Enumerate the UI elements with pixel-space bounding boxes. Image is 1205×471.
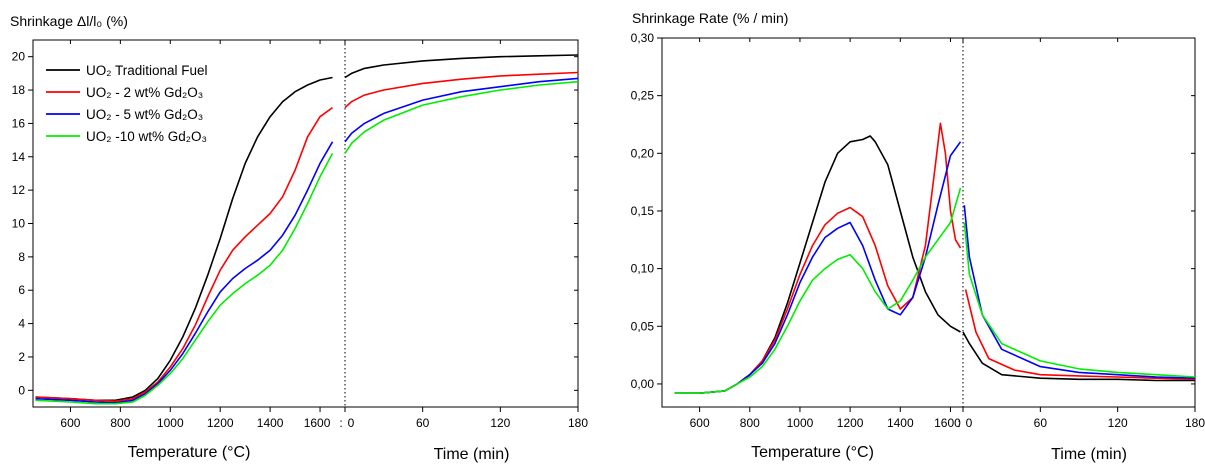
series-line-gd10-time <box>963 222 1196 378</box>
y-tick-label: 8 <box>18 250 25 264</box>
legend-label-gd2: UO₂ - 2 wt% Gd₂O₃ <box>86 85 203 100</box>
plot-frame <box>661 37 1196 408</box>
series-line-gd5-time <box>963 205 1196 379</box>
y-tick-label: 0 <box>18 383 25 397</box>
y-tick-label: 2 <box>18 350 25 364</box>
y-tick-label: 10 <box>12 217 26 231</box>
series-line-traditional-time <box>962 331 1195 382</box>
series-line-gd5-temperature <box>35 141 334 404</box>
x-tick-label: 1400 <box>257 416 284 430</box>
y-tick-label: 14 <box>12 150 26 164</box>
x-tick-label: 1200 <box>207 416 234 430</box>
time-tick-label: 60 <box>1034 416 1048 430</box>
y-tick-label: 0,10 <box>631 262 655 276</box>
series-line-gd10-temperature <box>674 187 962 395</box>
series-line-traditional-temperature <box>35 76 333 402</box>
legend-label-gd5: UO₂ - 5 wt% Gd₂O₃ <box>86 107 203 122</box>
x-axis-label-temperature: Temperature (°C) <box>751 444 874 461</box>
x-axis-label-temperature: Temperature (°C) <box>128 444 251 461</box>
shrinkage-rate-chart: Shrinkage Rate (% / min) 0,00 0,05 0,10 0,15… <box>631 10 1205 463</box>
y-tick-label: 0,20 <box>631 146 655 160</box>
series-line-gd10-time <box>344 80 579 154</box>
x-tick-label: 1600 <box>934 416 961 430</box>
y-tick-label: 0,25 <box>631 89 655 103</box>
series-line-gd10-temperature <box>35 153 334 405</box>
x-tick-label: 600 <box>690 416 710 430</box>
series-line-gd2-time <box>344 71 579 109</box>
series-line-traditional-temperature <box>674 135 961 395</box>
time-tick-label: 120 <box>1108 416 1128 430</box>
y-tick-label: 0,30 <box>631 31 655 45</box>
time-tick-label: 0 <box>348 416 355 430</box>
x-tick-label: 1000 <box>787 416 814 430</box>
y-tick-label: 6 <box>18 283 25 297</box>
tick-separator: : <box>957 416 960 430</box>
tick-separator: : <box>339 416 342 430</box>
y-tick-label: 18 <box>12 83 26 97</box>
series-line-gd5-temperature <box>674 141 962 395</box>
x-tick-label: 600 <box>60 416 80 430</box>
series-line-gd2-temperature <box>674 122 962 395</box>
legend-label-traditional: UO₂ Traditional Fuel <box>86 63 208 78</box>
time-tick-label: 180 <box>1185 416 1205 430</box>
x-tick-label: 1600 <box>304 416 331 430</box>
x-tick-label: 800 <box>740 416 760 430</box>
time-tick-label: 0 <box>966 416 973 430</box>
y-tick-label: 0,15 <box>631 204 655 218</box>
y-tick-label: 0,00 <box>631 377 655 391</box>
y-axis-label: Shrinkage Δl/l₀ (%) <box>10 13 128 29</box>
series-line-gd5-time <box>344 77 579 143</box>
time-tick-label: 180 <box>568 416 588 430</box>
x-tick-label: 800 <box>110 416 130 430</box>
legend-label-gd10: UO₂ -10 wt% Gd₂O₃ <box>86 129 207 144</box>
y-tick-label: 12 <box>12 183 26 197</box>
y-tick-label: 4 <box>18 317 25 331</box>
x-tick-label: 1000 <box>157 416 184 430</box>
x-tick-label: 1200 <box>837 416 864 430</box>
y-axis-label: Shrinkage Rate (% / min) <box>632 10 788 26</box>
x-axis-label-time: Time (min) <box>434 446 510 463</box>
series-line-gd2-temperature <box>35 106 333 403</box>
series-line-traditional-time <box>344 54 579 79</box>
y-tick-label: 0,05 <box>631 319 655 333</box>
y-tick-label: 20 <box>12 50 26 64</box>
x-tick-label: 1400 <box>887 416 914 430</box>
y-tick-label: 16 <box>12 116 26 130</box>
x-axis-label-time: Time (min) <box>1051 446 1127 463</box>
time-tick-label: 120 <box>490 416 510 430</box>
series-line-gd2-time <box>964 289 1196 381</box>
time-tick-label: 60 <box>416 416 430 430</box>
